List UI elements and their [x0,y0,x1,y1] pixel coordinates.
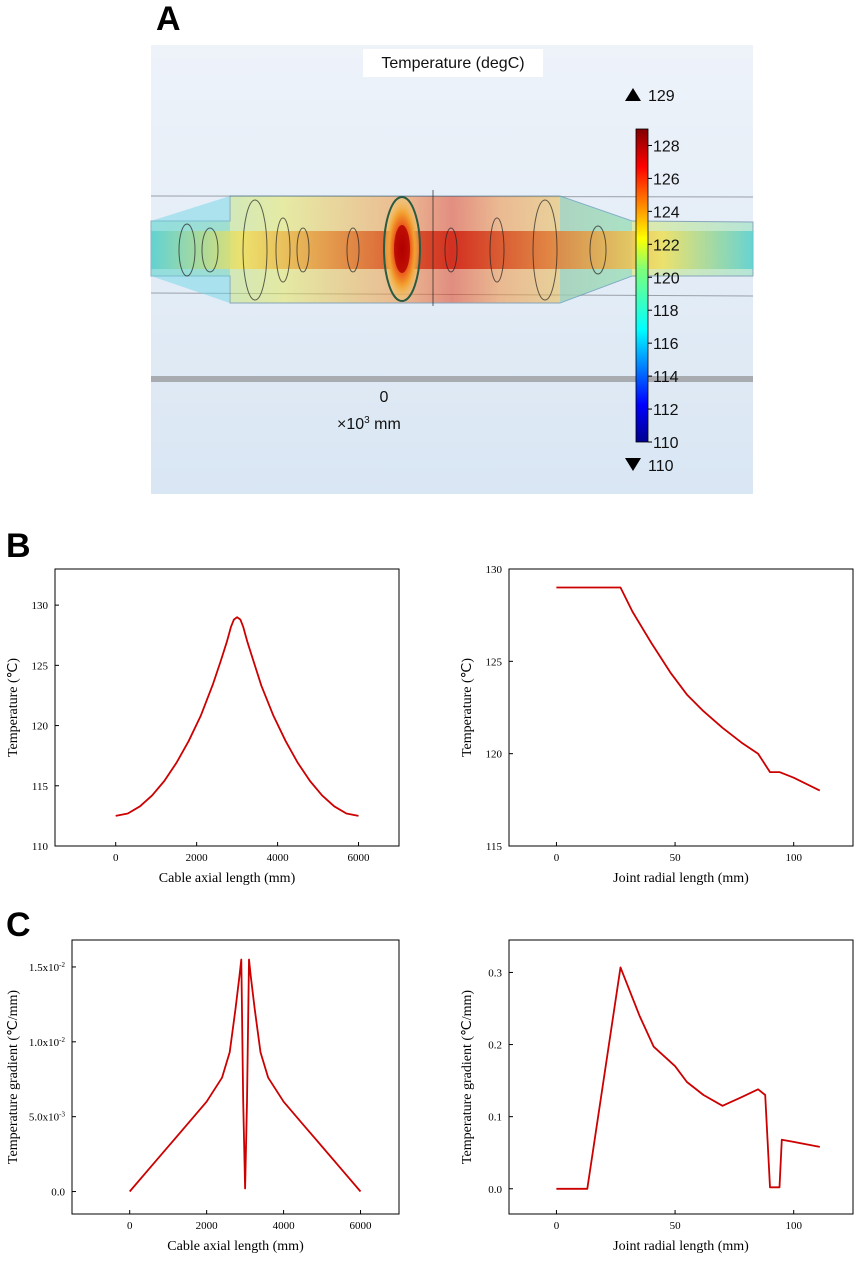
y-tick-label: 0.2 [488,1040,502,1052]
colorbar-ticks: 128 126 124 122 120 118 116 114 112 110 [648,138,680,452]
y-tick-label: 0.1 [488,1112,502,1124]
joint-internal-outlines [178,190,607,306]
colorbar-tick-label: 112 [653,402,679,419]
x-axis-label: Cable axial length (mm) [167,1239,304,1254]
y-tick-label: 115 [486,841,503,853]
colorbar-tick-label: 124 [653,204,680,221]
chart-b-right: 0 50 100 115 120 125 130 Joint radial length (m… [460,564,854,886]
x-axis-label: Cable axial length (mm) [159,871,296,886]
colorbar-tick-label: 120 [653,270,680,287]
colorbar-tick-label: 122 [653,237,680,254]
y-axis-label: Temperature gradient (℃/mm) [6,990,21,1164]
x-tick-label: 2000 [196,1220,219,1232]
x-tick-label: 0 [554,852,560,864]
x-tick-label: 4000 [267,852,290,864]
chart-c-right: 0 50 100 0.0 0.1 0.2 0.3 Joint radial length (m… [460,939,854,1254]
colorbar-tick-label: 118 [653,303,679,320]
x-tick-label: 4000 [273,1220,296,1232]
y-tick-label: 1.0x10-2 [29,1036,66,1049]
charts: 0 2000 4000 6000 110 115 120 125 130 Cable axial … [6,564,854,1254]
plot-frame [508,568,854,847]
series-line [556,586,821,792]
y-tick-label: 115 [32,781,49,793]
x-tick-label: 100 [785,852,802,864]
y-tick-label: 5.0x10-3 [29,1111,66,1124]
x-axis-label: Joint radial length (mm) [613,1239,749,1254]
series-line [556,966,820,1190]
y-tick-label: 125 [486,656,503,668]
colorbar-tick-label: 110 [653,435,679,452]
hot-spot-core [394,225,410,273]
x-tick-label: 100 [785,1220,802,1232]
chart-b-left: 0 2000 4000 6000 110 115 120 125 130 Cable axial … [6,568,400,886]
y-tick-label: 120 [32,721,49,733]
x-tick-label: 50 [670,1220,682,1232]
colorbar-tick-label: 116 [653,336,679,353]
y-tick-label: 0.3 [488,967,502,979]
series-line [129,958,362,1193]
y-tick-label: 1.5x10-2 [29,961,66,974]
cable-core [151,231,753,269]
y-tick-label: 130 [32,600,49,612]
min-marker-icon [625,458,641,471]
y-tick-label: 120 [486,749,503,761]
y-tick-label: 110 [32,841,49,853]
colorbar-tick-label: 126 [653,171,680,188]
sim-axis-zero: 0 [380,389,389,406]
y-tick-label: 0.0 [51,1187,65,1199]
y-axis-label: Temperature (℃) [460,658,475,757]
x-tick-label: 2000 [186,852,209,864]
panel-label-a: A [156,0,181,38]
panel-label-b: B [6,527,31,565]
x-axis-label: Joint radial length (mm) [613,871,749,886]
x-tick-label: 0 [113,852,119,864]
x-tick-label: 6000 [350,1220,373,1232]
ground-plane [151,376,753,382]
panel-label-c: C [6,906,31,944]
colorbar-tick-label: 114 [653,369,679,386]
sim-min-label: 110 [648,458,674,475]
sim-axis-unit: ×103 mm [337,415,401,433]
y-tick-label: 0.0 [488,1184,502,1196]
y-axis-label: Temperature gradient (℃/mm) [460,990,475,1164]
x-tick-label: 0 [127,1220,133,1232]
y-tick-label: 125 [32,660,49,672]
colorbar [635,128,649,443]
x-tick-label: 6000 [348,852,371,864]
x-tick-label: 0 [554,1220,560,1232]
sim-max-label: 129 [648,88,675,105]
colorbar-tick-label: 128 [653,138,680,155]
plot-frame [54,568,400,847]
plot-frame [71,939,400,1215]
y-tick-label: 130 [486,564,503,576]
y-axis-label: Temperature (℃) [6,658,21,757]
plot-frame [508,939,854,1215]
simulation-panel: Temperature (degC) 0 ×103 mm 129 110 [150,45,754,494]
x-tick-label: 50 [670,852,682,864]
chart-c-left: 0 2000 4000 6000 0.0 5.0x10-3 1.0x10-2 1.5x10-2… [6,939,400,1254]
sim-title-box [363,49,543,77]
max-marker-icon [625,88,641,101]
sim-title: Temperature (degC) [381,55,524,72]
series-line [115,616,359,817]
